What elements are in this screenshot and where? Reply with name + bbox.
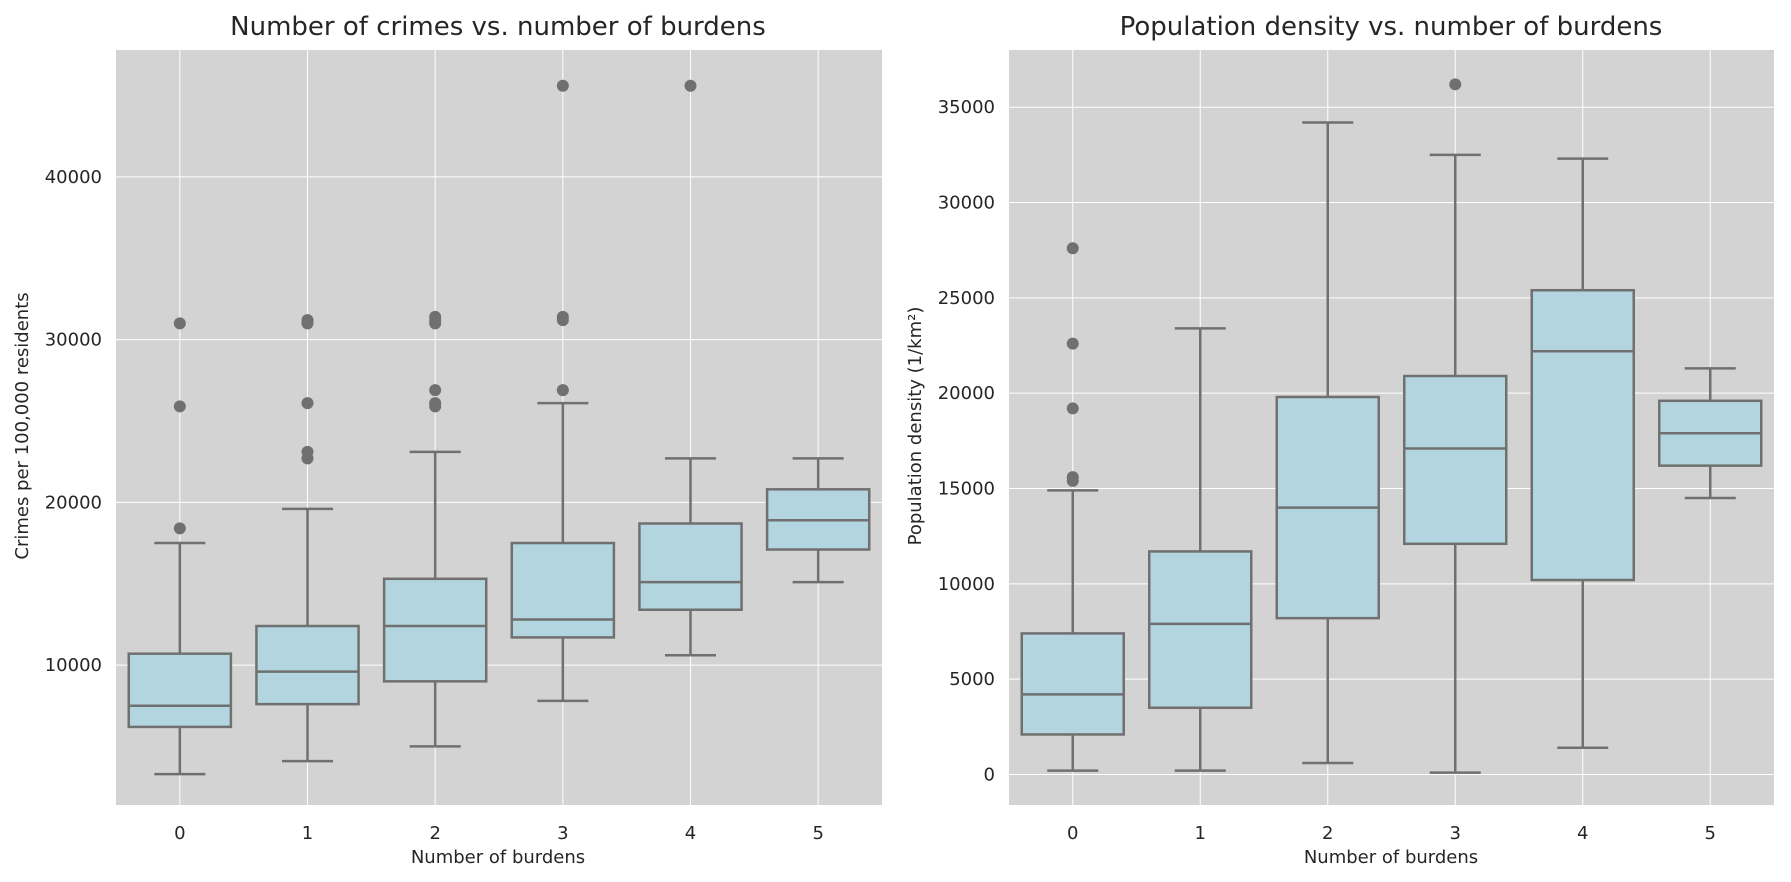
y-tick-label: 10000 <box>938 574 995 595</box>
x-tick-label: 3 <box>1450 823 1461 844</box>
tick-labels: 10000 20000 30000 40000 0 1 2 3 4 5 <box>45 167 824 844</box>
iqr-box <box>127 652 233 729</box>
box-3 <box>1403 78 1508 774</box>
density-boxplot-panel: Population density vs. number of burdens… <box>905 12 1774 868</box>
outlier-point <box>1449 78 1462 91</box>
x-axis-label: Number of burdens <box>1304 847 1478 868</box>
x-tick-label: 1 <box>1195 823 1206 844</box>
outlier-point <box>1066 402 1079 415</box>
y-tick-label: 15000 <box>938 479 995 500</box>
y-tick-label: 5000 <box>949 669 995 690</box>
y-tick-label: 20000 <box>45 492 102 513</box>
iqr-box <box>255 624 360 706</box>
chart-title: Number of crimes vs. number of burdens <box>230 12 766 42</box>
chart-title: Population density vs. number of burdens <box>1120 12 1663 42</box>
x-tick-label: 3 <box>557 823 568 844</box>
box-4 <box>638 79 743 657</box>
box-1 <box>255 314 360 763</box>
box-0 <box>1020 242 1125 772</box>
x-tick-label: 5 <box>1705 823 1716 844</box>
boxes <box>127 79 871 776</box>
box-3 <box>510 79 616 703</box>
x-tick-label: 0 <box>174 823 185 844</box>
y-tick-label: 10000 <box>45 655 102 676</box>
y-tick-label: 20000 <box>938 383 995 404</box>
outlier-point <box>556 79 569 92</box>
outlier-point <box>301 314 314 327</box>
y-tick-label: 30000 <box>938 193 995 214</box>
tick-labels: 0 5000 10000 15000 20000 25000 30000 35000 0 1 2 3 4… <box>938 97 1716 844</box>
boxes <box>1020 78 1763 774</box>
iqr-box <box>1020 632 1125 736</box>
iqr-box <box>1403 374 1508 546</box>
box-2 <box>382 310 488 748</box>
y-tick-label: 30000 <box>45 330 102 351</box>
box-5 <box>765 457 871 584</box>
crimes-boxplot-panel: Number of crimes vs. number of burdens 1… <box>12 12 882 868</box>
x-tick-label: 4 <box>685 823 696 844</box>
outlier-point <box>684 79 697 92</box>
outlier-point <box>429 397 442 410</box>
y-tick-label: 40000 <box>45 167 102 188</box>
box-4 <box>1530 157 1635 750</box>
outlier-point <box>173 317 186 330</box>
outlier-point <box>301 445 314 458</box>
outlier-point <box>301 397 314 410</box>
outlier-point <box>556 384 569 397</box>
box-1 <box>1148 327 1253 772</box>
outlier-point <box>429 310 442 323</box>
iqr-box <box>1148 550 1253 710</box>
y-axis-label: Population density (1/km²) <box>905 307 926 546</box>
iqr-box <box>1530 288 1635 582</box>
y-axis-label: Crimes per 100,000 residents <box>12 292 33 559</box>
iqr-box <box>510 541 616 639</box>
x-tick-label: 4 <box>1577 823 1588 844</box>
outlier-point <box>173 400 186 413</box>
outlier-point <box>556 310 569 323</box>
box-2 <box>1275 121 1380 765</box>
y-tick-label: 35000 <box>938 97 995 118</box>
x-tick-label: 2 <box>429 823 440 844</box>
x-tick-label: 5 <box>812 823 823 844</box>
x-tick-label: 2 <box>1322 823 1333 844</box>
box-5 <box>1658 367 1763 500</box>
y-tick-label: 0 <box>984 764 995 785</box>
outlier-point <box>1066 471 1079 484</box>
outlier-point <box>1066 242 1079 255</box>
x-axis-label: Number of burdens <box>411 847 585 868</box>
iqr-box <box>638 522 743 611</box>
plot-area <box>116 50 882 805</box>
outlier-point <box>429 384 442 397</box>
outlier-point <box>1066 337 1079 350</box>
y-tick-label: 25000 <box>938 288 995 309</box>
iqr-box <box>382 577 488 683</box>
x-tick-label: 1 <box>302 823 313 844</box>
outlier-point <box>173 522 186 535</box>
x-tick-label: 0 <box>1067 823 1078 844</box>
box-0 <box>127 317 233 776</box>
